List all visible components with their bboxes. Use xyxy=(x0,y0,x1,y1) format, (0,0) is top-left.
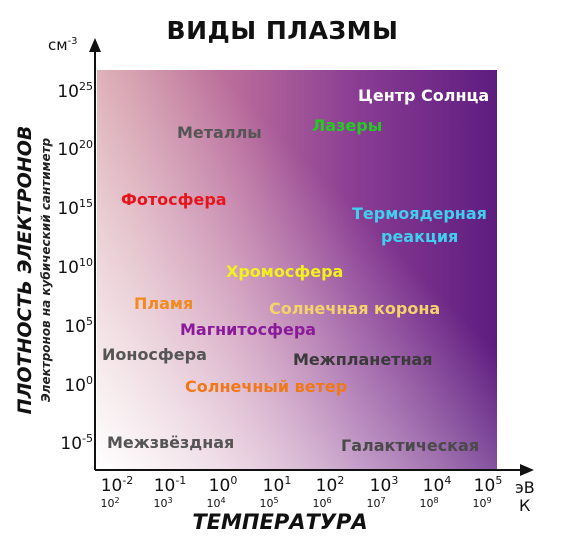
region-label-interplanetary: Межпланетная xyxy=(293,350,433,369)
region-label-galactic: Галактическая xyxy=(341,436,480,455)
region-label-metals: Металлы xyxy=(177,123,262,142)
plasma-plot-area: Центр Солнца Лазеры Металлы Фотосфера Те… xyxy=(97,70,497,470)
x-tick-ev: 103 xyxy=(369,474,399,496)
x-tick-k: 102 xyxy=(100,496,120,510)
y-tick: 1020 xyxy=(57,138,93,160)
y-tick: 100 xyxy=(64,374,93,396)
region-label-flame: Пламя xyxy=(134,294,194,313)
y-tick: 1025 xyxy=(57,80,93,102)
region-label-reaction: реакция xyxy=(381,227,459,246)
y-tick: 10-5 xyxy=(60,432,93,454)
x-tick-ev: 101 xyxy=(262,474,292,496)
x-tick-k: 108 xyxy=(419,496,439,510)
x-tick-k: 106 xyxy=(312,496,332,510)
y-axis-unit-base: см xyxy=(48,36,68,54)
y-tick: 1010 xyxy=(57,256,93,278)
x-tick-k: 107 xyxy=(366,496,386,510)
y-axis-unit-exp: -3 xyxy=(67,36,78,47)
x-axis-arrowhead xyxy=(520,464,534,476)
x-axis-title: ТЕМПЕРАТУРА xyxy=(192,510,368,534)
x-tick-k: 104 xyxy=(206,496,226,510)
x-tick-ev: 10-2 xyxy=(100,474,134,496)
region-label-magnetosphere: Магнитосфера xyxy=(180,320,317,339)
region-label-solar-wind: Солнечный ветер xyxy=(185,377,348,396)
x-tick-k: 109 xyxy=(472,496,492,510)
x-tick-ev: 105 xyxy=(473,474,503,496)
region-label-photosphere: Фотосфера xyxy=(121,190,227,209)
region-label-solar-corona: Солнечная корона xyxy=(269,299,441,318)
y-axis-unit: см-3 xyxy=(48,36,78,54)
x-axis-unit-k: К xyxy=(519,496,531,515)
x-axis-unit-ev: эВ xyxy=(515,478,535,497)
region-label-lasers: Лазеры xyxy=(312,116,383,135)
x-tick-ev: 102 xyxy=(315,474,345,496)
region-label-ionosphere: Ионосфера xyxy=(102,345,207,364)
region-label-thermonuclear: Термоядерная xyxy=(352,204,487,223)
region-label-chromosphere: Хромосфера xyxy=(226,262,344,281)
y-tick: 1015 xyxy=(57,197,93,219)
x-tick-ev: 104 xyxy=(422,474,452,496)
diagram-title: ВИДЫ ПЛАЗМЫ xyxy=(166,16,399,45)
region-label-sun-core: Центр Солнца xyxy=(358,86,490,105)
x-tick-ev: 100 xyxy=(208,474,238,496)
x-tick-k: 105 xyxy=(259,496,279,510)
x-tick-k: 103 xyxy=(153,496,173,510)
region-label-interstellar: Межзвёздная xyxy=(107,433,235,452)
y-tick: 105 xyxy=(64,315,93,337)
y-axis-arrowhead xyxy=(89,38,101,52)
x-tick-ev: 10-1 xyxy=(153,474,187,496)
